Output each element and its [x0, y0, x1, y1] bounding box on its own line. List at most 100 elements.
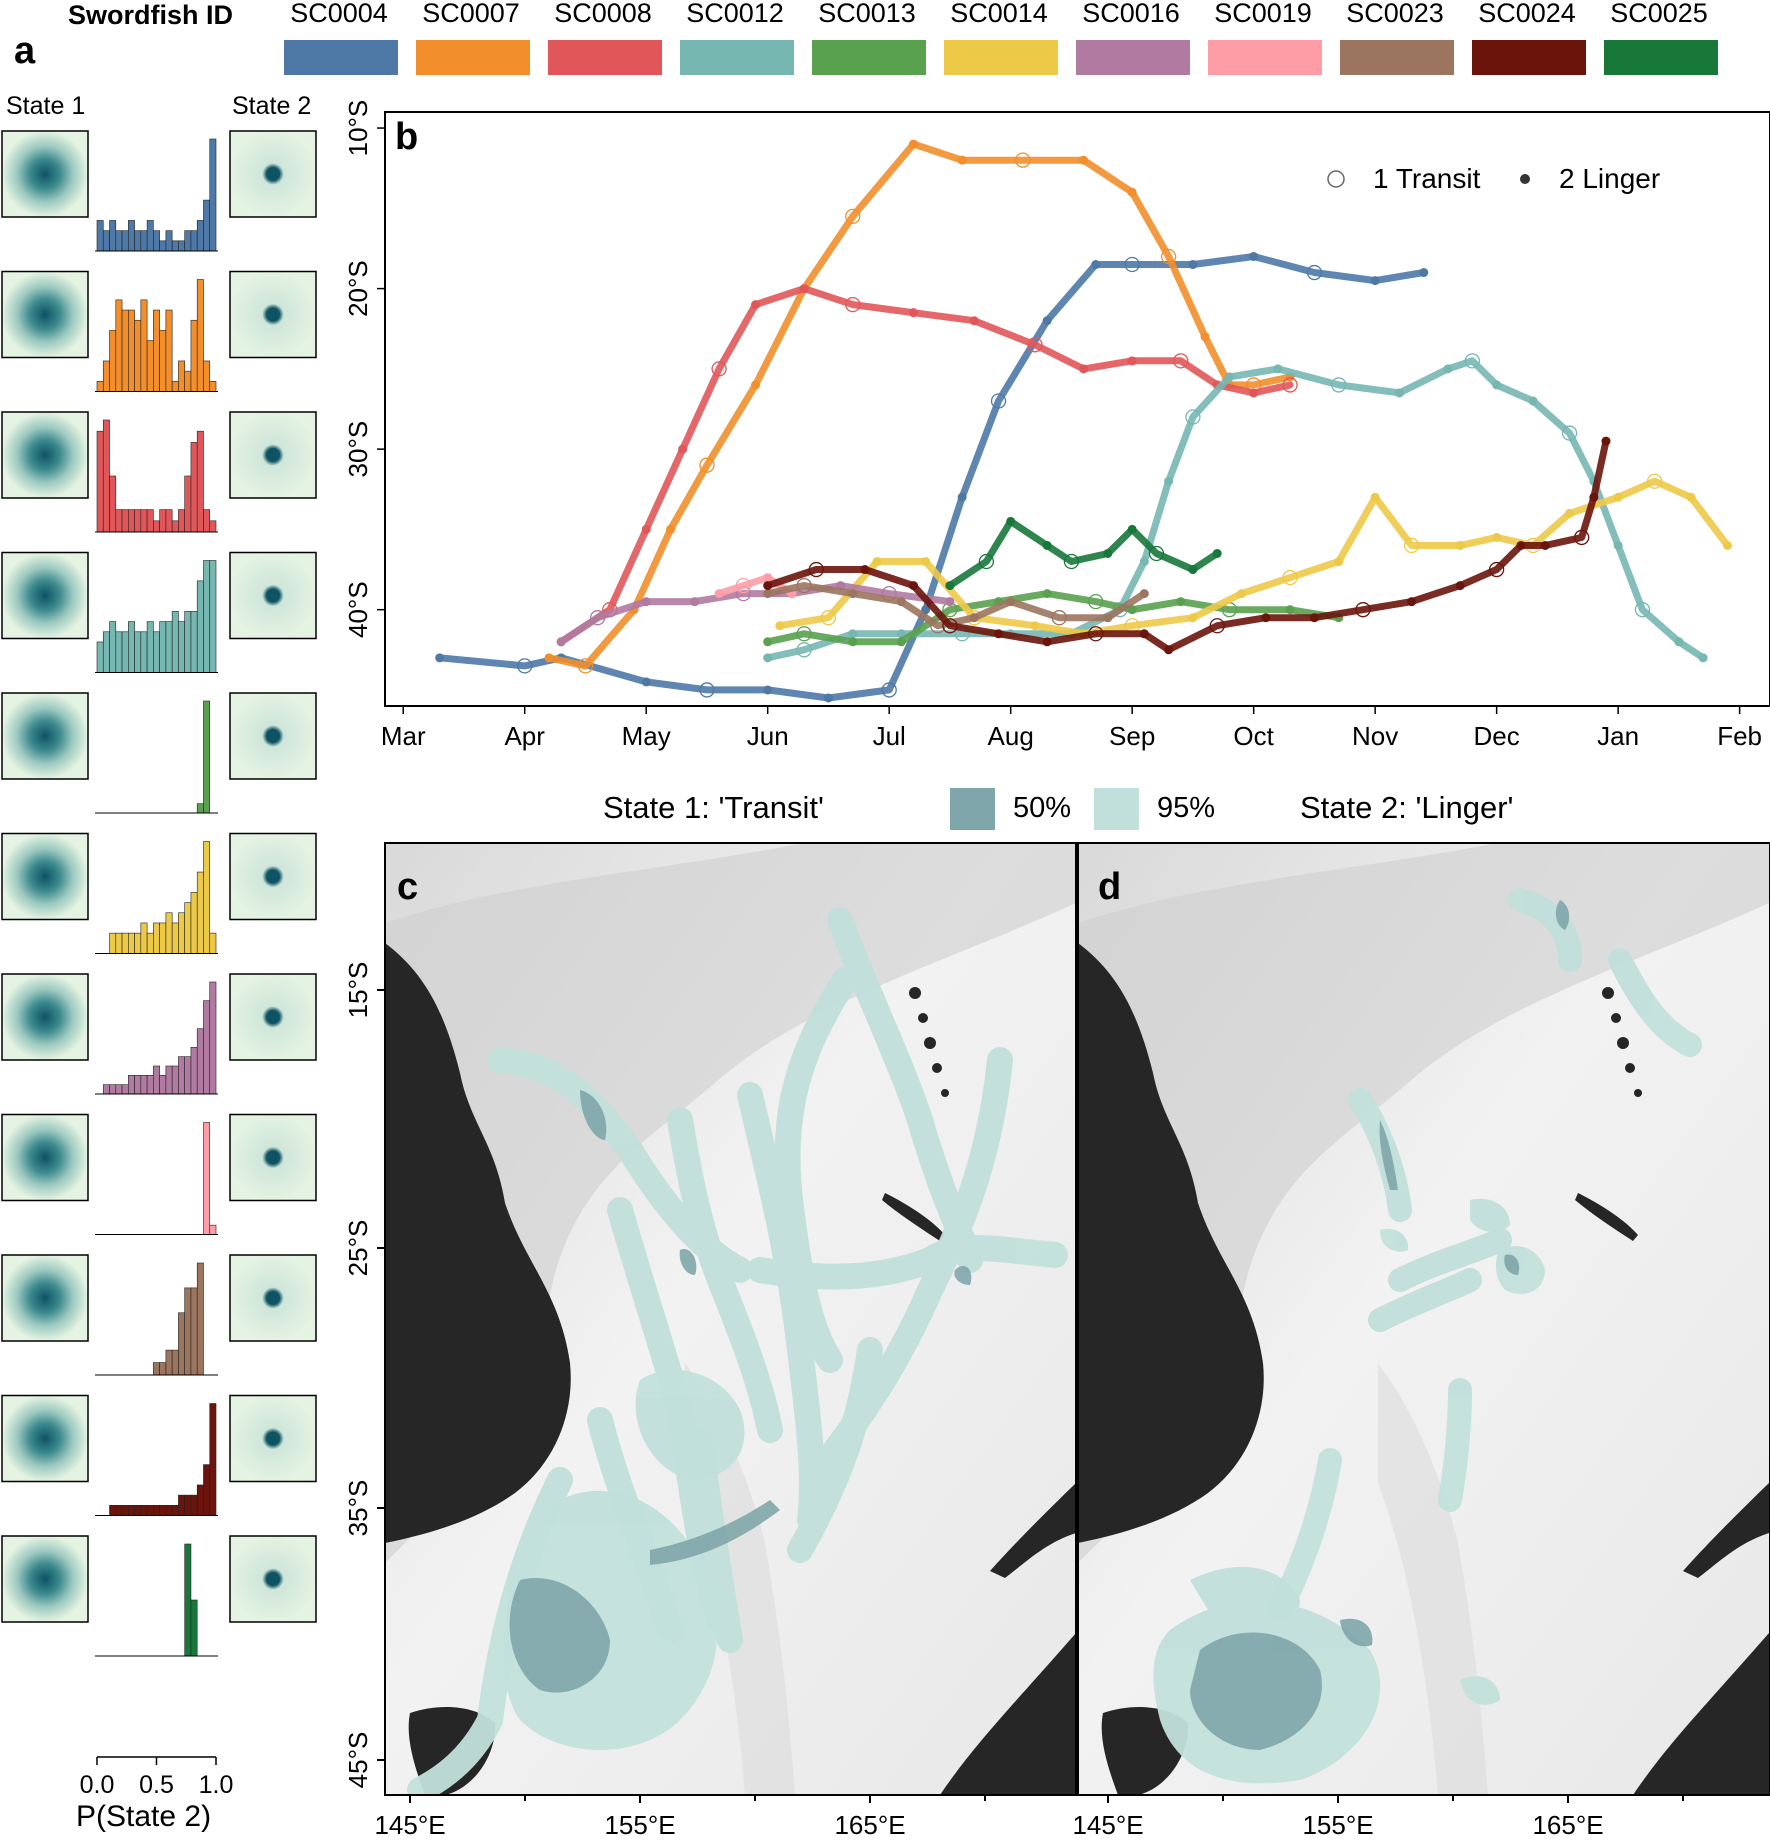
legend-transit-label: 1 Transit: [1373, 163, 1481, 194]
transit-point: [845, 208, 861, 225]
panel-b-ytick-label: 40°S: [343, 581, 373, 638]
linger-point: [1200, 332, 1210, 342]
transit-point: [1403, 537, 1420, 554]
linger-point: [896, 629, 906, 639]
map-ytick-label: 45°S: [343, 1732, 373, 1789]
linger-point: [763, 573, 773, 583]
transit-point: [1148, 545, 1165, 562]
linger-point: [1176, 597, 1186, 607]
state2-kernel: [229, 692, 317, 780]
legend-title: Swordfish ID: [68, 0, 234, 30]
linger-point: [1164, 645, 1174, 655]
panel-d-letter: d: [1098, 866, 1122, 908]
legend-swatch-sc0007: [416, 40, 530, 75]
map-d-xtick-label: 165°E: [1532, 1810, 1603, 1840]
panel-a-row-sc0004: [1, 130, 317, 252]
linger-point: [957, 155, 967, 165]
state2-kernel: [229, 130, 317, 218]
legend-label-sc0013: SC0013: [818, 0, 916, 28]
linger-point: [641, 524, 651, 534]
linger-point: [1334, 557, 1344, 567]
transit-point: [1173, 353, 1189, 369]
linger-point: [1370, 492, 1380, 502]
linger-point: [1273, 364, 1283, 374]
panel-b-ytick-label: 30°S: [343, 421, 373, 478]
transit-point: [711, 361, 727, 377]
transit-point: [1027, 337, 1043, 353]
linger-point: [1139, 589, 1149, 599]
transit-point: [517, 658, 533, 674]
state1-kernel: [1, 973, 89, 1061]
linger-point: [823, 693, 833, 703]
linger-point: [1686, 492, 1696, 502]
map-d-xtick-label: 145°E: [1072, 1810, 1143, 1840]
state2-kernel: [229, 1394, 317, 1483]
linger-point: [1565, 508, 1575, 518]
panel-b-xtick-label: Jun: [747, 721, 789, 751]
linger-point: [714, 589, 724, 599]
panel-b-xtick-label: Feb: [1717, 721, 1762, 751]
linger-point: [896, 637, 906, 647]
state2-kernel: [229, 1254, 317, 1342]
linger-point: [1516, 540, 1526, 550]
state2-header: State 2: [232, 92, 312, 120]
linger-point: [969, 613, 979, 623]
legend-linger-label: 2 Linger: [1559, 163, 1660, 194]
linger-point: [1492, 380, 1502, 390]
panel-a-letter: a: [14, 30, 36, 72]
panel-b-xtick-label: Dec: [1474, 721, 1520, 751]
linger-point: [1091, 260, 1101, 270]
linger-point: [1006, 516, 1016, 526]
legend-label-sc0023: SC0023: [1346, 0, 1444, 28]
linger-point: [690, 597, 700, 607]
linger-point: [1613, 492, 1623, 502]
legend-label-sc0007: SC0007: [422, 0, 520, 28]
transit-point: [1124, 256, 1140, 273]
state1-kernel: [1, 832, 89, 921]
legend-label-sc0004: SC0004: [290, 0, 388, 28]
linger-point: [1722, 540, 1732, 550]
transit-point: [796, 626, 812, 642]
linger-point: [1188, 565, 1198, 575]
linger-point: [763, 653, 773, 663]
transit-point: [699, 457, 715, 473]
linger-point: [1419, 268, 1429, 278]
linger-point: [678, 444, 688, 454]
panel-a-row-sc0024: [1, 1394, 317, 1516]
transit-point: [1282, 569, 1298, 586]
linger-point: [1443, 364, 1453, 374]
transit-point: [577, 658, 594, 674]
track-sc0004: [435, 251, 1429, 703]
transit-point: [1185, 409, 1201, 425]
transit-point: [1464, 353, 1480, 369]
transit-point: [930, 618, 946, 634]
linger-point: [763, 589, 773, 599]
linger-point: [1613, 540, 1623, 550]
panel-a-ticklabel: 0.0: [80, 1771, 115, 1799]
legend-swatch-sc0019: [1208, 40, 1322, 75]
map-c-xtick-label: 155°E: [604, 1810, 675, 1840]
state2-kernel: [229, 1113, 317, 1202]
linger-point: [1285, 605, 1295, 615]
legend-linger-marker: [1520, 174, 1530, 184]
panel-a-ticklabel: 0.5: [139, 1771, 174, 1799]
linger-point: [1237, 589, 1247, 599]
panel-c-map: [385, 843, 1076, 1795]
legend-swatch-sc0008: [548, 40, 662, 75]
legend-label-sc0016: SC0016: [1082, 0, 1180, 28]
linger-point: [1127, 524, 1137, 534]
legend-label-sc0019: SC0019: [1214, 0, 1312, 28]
panel-a-ticklabel: 1.0: [199, 1771, 234, 1799]
legend-swatch-sc0014: [944, 40, 1058, 75]
linger-point: [896, 597, 906, 607]
linger-point: [1394, 388, 1404, 398]
panel-a-row-sc0007: [1, 270, 317, 392]
track-sc0025: [945, 516, 1222, 591]
state1-kernel: [1, 692, 89, 780]
panel-a-row-sc0019: [1, 1113, 317, 1235]
legend-swatch-sc0004: [284, 40, 398, 75]
panel-b-xtick-label: Jan: [1597, 721, 1639, 751]
linger-point: [1261, 613, 1271, 623]
panel-d-frame: [1077, 842, 1770, 1796]
linger-point: [945, 597, 955, 607]
